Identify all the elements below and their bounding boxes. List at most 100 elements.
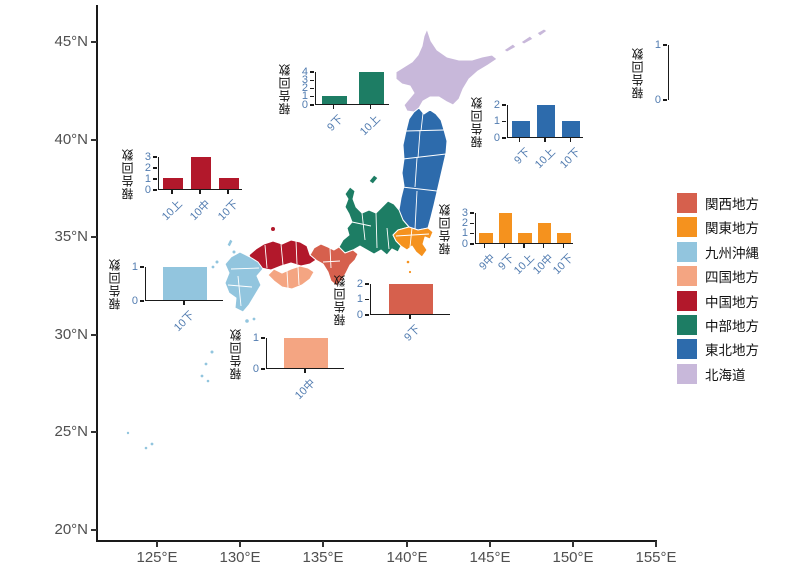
mini-chart-x-tick xyxy=(227,190,229,194)
bar xyxy=(321,96,348,104)
mini-chart-y-tick-label: 0 xyxy=(131,294,138,307)
legend-swatch-chugoku xyxy=(677,290,697,311)
mini-chart-x-tick xyxy=(544,138,546,142)
mini-chart-y-tick xyxy=(662,99,667,101)
map-island-tsushima xyxy=(226,238,234,248)
mini-chart-y-tick-label: 2 xyxy=(493,98,500,111)
x-axis-tick xyxy=(489,541,491,547)
y-tick-label: 35°N xyxy=(54,228,88,245)
mini-chart-x-tick xyxy=(542,244,545,248)
mini-chart-y-tick-label: 0 xyxy=(356,308,363,321)
x-axis-tick xyxy=(156,541,158,547)
map-island-sado xyxy=(368,174,379,185)
mini-chart-hokkaido: 報告回数 0 1 xyxy=(631,39,682,106)
x-tick-label: 145°E xyxy=(469,549,511,566)
mini-chart-x-tick xyxy=(503,244,506,248)
map-island-kuril xyxy=(536,28,548,37)
legend-item-tohoku: 東北地方 xyxy=(677,339,759,360)
bar xyxy=(284,338,328,368)
mini-chart-x-tick xyxy=(183,301,185,305)
mini-chart-ylabel: 報告回数 xyxy=(278,62,292,115)
mini-chart-y-tick xyxy=(152,178,157,180)
y-axis-tick xyxy=(90,41,97,43)
y-axis-tick xyxy=(90,431,97,433)
mini-chart-y-tick-label: 3 xyxy=(461,206,468,219)
mini-chart-x-tick-label: 9下 xyxy=(402,323,423,344)
x-axis-tick xyxy=(239,541,241,547)
mini-chart-x-axis: 10上 10中 10下 xyxy=(158,190,242,232)
mini-chart-y-tick xyxy=(501,120,506,123)
mini-chart-x-tick-label: 10下 xyxy=(171,309,197,335)
mini-chart-y-tick-label: 1 xyxy=(493,115,500,127)
y-axis-tick xyxy=(90,236,97,238)
mini-chart-y-tick xyxy=(469,243,474,245)
mini-chart-y-tick-label: 0 xyxy=(654,93,661,106)
legend-swatch-shikoku xyxy=(677,266,697,287)
y-tick-label: 20°N xyxy=(54,521,88,538)
mini-chart-y-tick-label: 1 xyxy=(461,227,468,240)
mini-chart-title-wrap: 報告回数 xyxy=(228,328,243,380)
x-tick-label: 125°E xyxy=(136,549,178,566)
mini-chart-y-tick xyxy=(152,189,157,191)
mini-chart-y-tick xyxy=(139,300,144,302)
x-tick-label: 155°E xyxy=(635,549,677,566)
mini-chart-kyushu: 報告回数 0 1 10下 xyxy=(108,258,223,334)
bar xyxy=(478,233,493,243)
mini-chart-x-axis: 9中 9下 10上 10中 10下 xyxy=(475,244,576,286)
mini-chart-y-axis: 0 1 2 xyxy=(485,99,507,144)
legend-swatch-kyushu xyxy=(677,241,697,262)
x-axis-tick xyxy=(406,541,408,547)
mini-chart-title-wrap: 報告回数 xyxy=(277,63,292,115)
legend-swatch-chubu xyxy=(677,314,697,335)
legend-item-shikoku: 四国地方 xyxy=(677,266,759,287)
mini-chart-x-tick-label: 10中 xyxy=(187,198,213,224)
mini-chart-x-tick-label: 10下 xyxy=(550,252,576,278)
mini-chart-y-tick xyxy=(501,104,506,106)
mini-chart-title-wrap: 報告回数 xyxy=(107,258,122,310)
mini-chart-x-tick xyxy=(569,138,571,142)
bar xyxy=(562,121,581,137)
mini-chart-y-tick-label: 1 xyxy=(301,90,308,103)
mini-chart-y-tick-label: 1 xyxy=(252,331,259,344)
legend-item-kyushu: 九州沖縄 xyxy=(677,241,759,262)
mini-chart-y-tick-label: 0 xyxy=(252,362,259,375)
mini-chart-y-tick xyxy=(364,298,369,301)
bar xyxy=(163,178,183,189)
mini-chart-y-axis: 0 1 2 xyxy=(348,278,370,321)
mini-chart-panel xyxy=(158,157,242,190)
mini-chart-y-tick xyxy=(469,212,474,214)
mini-chart-title-wrap: 報告回数 xyxy=(469,96,484,148)
bar xyxy=(518,233,532,243)
legend-item-chugoku: 中国地方 xyxy=(677,290,759,311)
mini-chart-y-tick xyxy=(152,156,157,158)
legend: 関西地方 関東地方 九州沖縄 四国地方 中国地方 中部地方 東北地方 北海道 xyxy=(677,193,759,388)
mini-chart-ylabel: 報告回数 xyxy=(333,273,347,326)
mini-chart-y-tick-label: 1 xyxy=(654,38,661,51)
mini-chart-ylabel: 報告回数 xyxy=(108,258,122,310)
mini-chart-y-tick-label: 1 xyxy=(144,172,151,185)
x-tick-label: 140°E xyxy=(386,549,428,566)
mini-chart-chubu: 報告回数 0 1 2 3 4 9下 10上 xyxy=(278,63,389,138)
mini-chart-x-tick-label: 10中 xyxy=(292,377,318,403)
x-axis-tick xyxy=(655,541,657,547)
mini-chart-y-tick xyxy=(364,314,369,316)
mini-chart-y-tick-label: 4 xyxy=(301,65,308,78)
mini-chart-x-tick xyxy=(562,244,564,248)
x-tick-label: 150°E xyxy=(552,549,594,566)
mini-chart-y-tick-label: 2 xyxy=(356,277,363,290)
map-region-kyushu xyxy=(224,251,264,313)
mini-chart-x-tick-label: 10上 xyxy=(532,146,558,172)
bar xyxy=(219,178,239,189)
y-axis-tick xyxy=(90,139,97,141)
mini-chart-panel xyxy=(266,338,344,369)
mini-chart-ylabel: 報告回数 xyxy=(121,147,135,200)
mini-chart-chugoku: 報告回数 0 1 2 3 10上 10中 10下 xyxy=(121,148,242,223)
mini-chart-y-tick-label: 2 xyxy=(461,216,468,229)
mini-chart-shikoku: 報告回数 0 1 10中 xyxy=(229,328,344,402)
mini-chart-x-tick xyxy=(304,369,306,373)
mini-chart-panel xyxy=(507,105,583,138)
